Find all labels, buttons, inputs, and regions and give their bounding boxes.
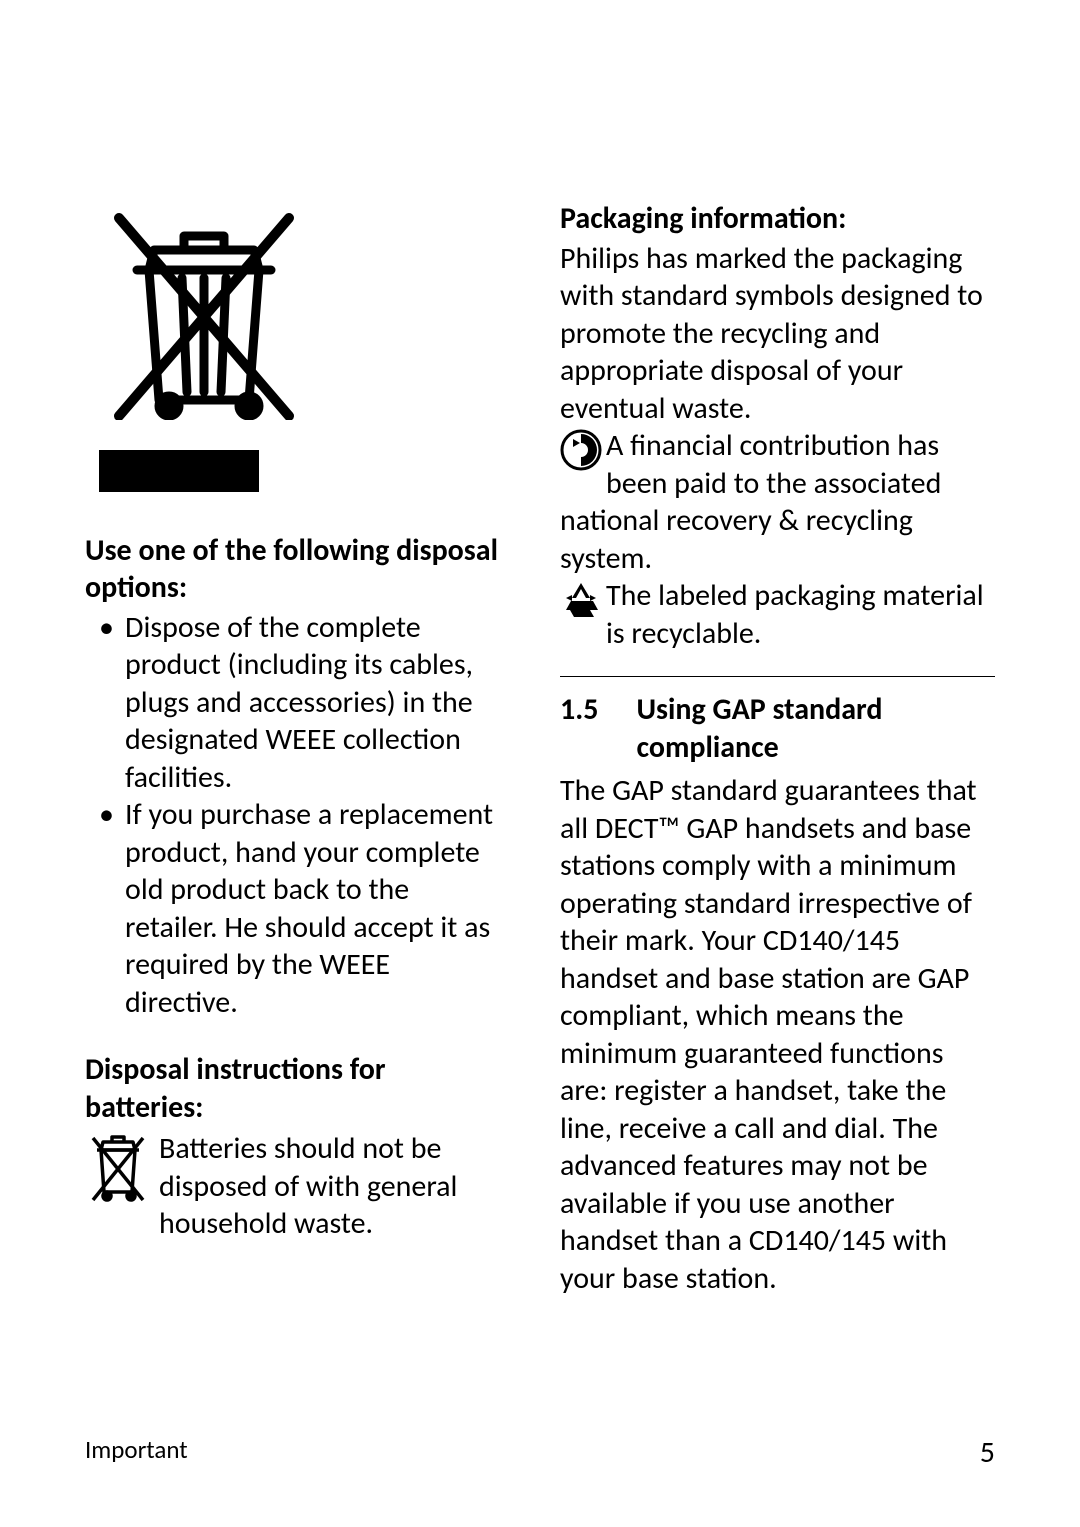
disposal-options-heading: Use one of the following disposal option… — [85, 532, 500, 607]
right-column: Packaging information: Philips has marke… — [560, 200, 995, 1297]
footer-section-label: Important — [85, 1434, 188, 1471]
section-divider — [560, 676, 995, 677]
section-heading: 1.5 Using GAP standard compliance — [560, 691, 995, 766]
gap-compliance-text: The GAP standard guarantees that all DEC… — [560, 772, 995, 1297]
page-footer: Important 5 — [85, 1434, 995, 1471]
list-item: If you purchase a replacement product, h… — [85, 796, 500, 1021]
battery-disposal-row: Batteries should not be disposed of with… — [85, 1130, 500, 1243]
contribution-text: A financial contribution has been paid t… — [560, 427, 941, 577]
battery-disposal-text: Batteries should not be disposed of with… — [159, 1130, 500, 1243]
weee-bin-icon — [99, 200, 500, 430]
section-title: Using GAP standard compliance — [636, 691, 995, 766]
packaging-info-heading: Packaging information: — [560, 200, 995, 238]
page-content: Use one of the following disposal option… — [85, 200, 995, 1297]
list-item: Dispose of the complete product (includi… — [85, 609, 500, 797]
weee-black-bar — [99, 450, 259, 492]
section-number: 1.5 — [560, 691, 598, 766]
weee-symbol-block — [85, 200, 500, 492]
packaging-intro-text: Philips has marked the packaging with st… — [560, 240, 995, 428]
contribution-row: A financial contribution has been paid t… — [560, 427, 995, 577]
weee-bin-small-icon — [91, 1134, 145, 1214]
left-column: Use one of the following disposal option… — [85, 200, 500, 1297]
green-dot-icon — [560, 429, 602, 481]
disposal-options-list: Dispose of the complete product (includi… — [85, 609, 500, 1022]
recyclable-text: The labeled packaging material is recycl… — [606, 577, 984, 652]
recyclable-row: The labeled packaging material is recycl… — [560, 577, 995, 652]
recycle-arrows-icon — [560, 579, 602, 631]
footer-page-number: 5 — [980, 1434, 995, 1471]
battery-disposal-heading: Disposal instructions for batteries: — [85, 1051, 500, 1126]
